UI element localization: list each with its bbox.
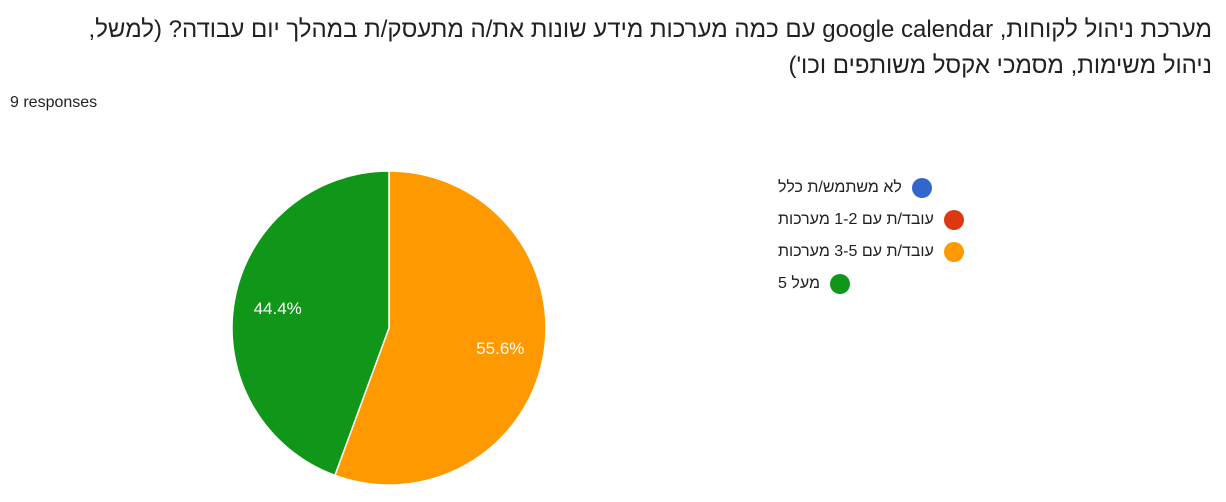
- question-title: מערכת ניהול לקוחות, google calendar עם כ…: [10, 12, 1212, 84]
- legend-label: מעל 5: [778, 275, 820, 292]
- pie-slice[interactable]: [333, 170, 547, 486]
- question-title-line-1: מערכת ניהול לקוחות, google calendar עם כ…: [88, 16, 1212, 43]
- legend-label: לא משתמש/ת כלל: [778, 179, 902, 196]
- legend-item[interactable]: מעל 5: [778, 268, 964, 300]
- legend-swatch-icon: [911, 178, 932, 198]
- legend-label: עובד/ת עם 1-2 מערכות: [778, 211, 934, 228]
- slice-label: 55.6%: [476, 339, 524, 358]
- legend-swatch-icon: [943, 210, 964, 230]
- legend-swatch-icon: [943, 242, 964, 262]
- legend-label: עובד/ת עם 3-5 מערכות: [778, 243, 934, 260]
- pie-slice[interactable]: [231, 170, 390, 477]
- question-title-line-2: ניהול משימות, מסמכי אקסל משותפים וכו'): [788, 52, 1212, 79]
- chart-legend: לא משתמש/ת כלל עובד/ת עם 1-2 מערכות עובד…: [778, 172, 964, 300]
- legend-item[interactable]: עובד/ת עם 1-2 מערכות: [778, 204, 964, 236]
- slice-label: 44.4%: [254, 299, 302, 318]
- legend-swatch-icon: [829, 274, 850, 294]
- response-count: 9 responses: [10, 94, 98, 111]
- legend-item[interactable]: לא משתמש/ת כלל: [778, 172, 964, 204]
- legend-item[interactable]: עובד/ת עם 3-5 מערכות: [778, 236, 964, 268]
